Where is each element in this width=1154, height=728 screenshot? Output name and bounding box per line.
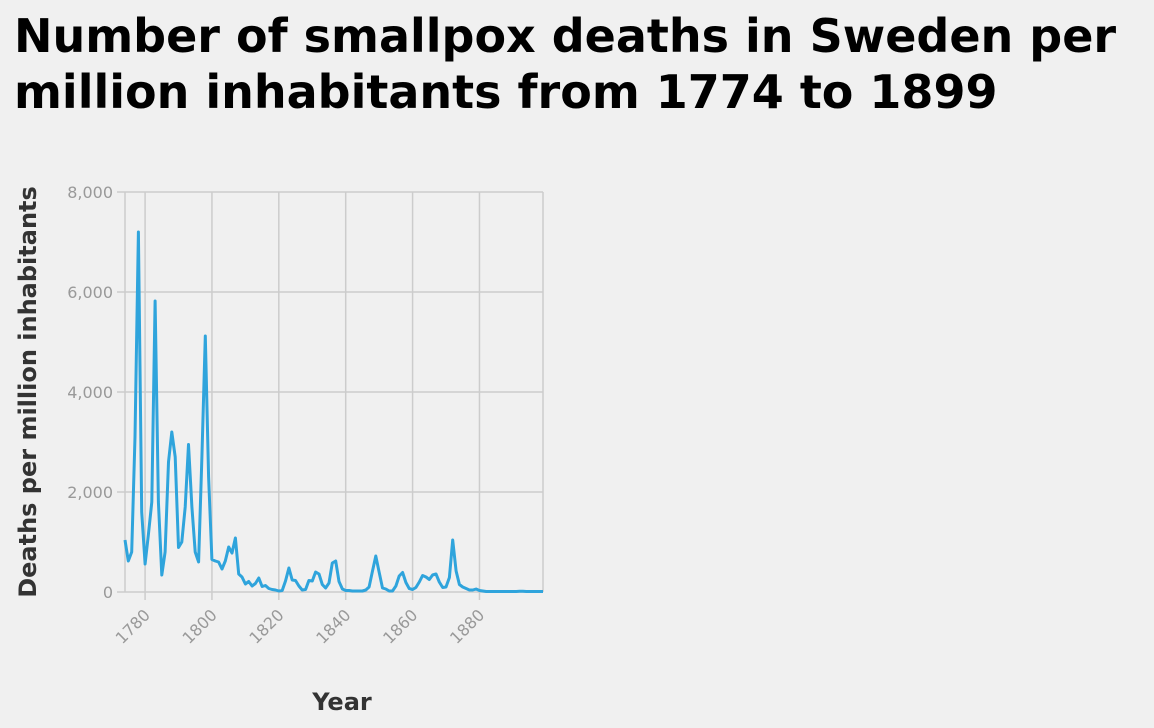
- y-tick-label: 0: [103, 583, 113, 602]
- x-tick-label: 1860: [379, 605, 421, 647]
- y-tick-label: 6,000: [67, 283, 113, 302]
- x-axis-ticks: 1780 1800 1820 1840 1860 1880: [112, 605, 489, 647]
- x-axis-title: Year: [311, 688, 372, 716]
- y-tick-label: 4,000: [67, 383, 113, 402]
- x-tick-label: 1820: [245, 605, 287, 647]
- y-tick-label: 8,000: [67, 183, 113, 202]
- chart-title: Number of smallpox deaths in Sweden per …: [14, 9, 1117, 119]
- y-tick-label: 2,000: [67, 483, 113, 502]
- gridlines: [117, 191, 544, 600]
- x-tick-label: 1880: [446, 605, 488, 647]
- series-layer: [123, 230, 543, 593]
- x-tick-label: 1800: [179, 605, 221, 647]
- y-axis-title: Deaths per million inhabitants: [14, 186, 42, 598]
- x-tick-label: 1840: [312, 605, 354, 647]
- series-line: [123, 230, 543, 593]
- y-axis-ticks: 0 2,000 4,000 6,000 8,000: [67, 183, 113, 602]
- x-tick-label: 1780: [112, 605, 154, 647]
